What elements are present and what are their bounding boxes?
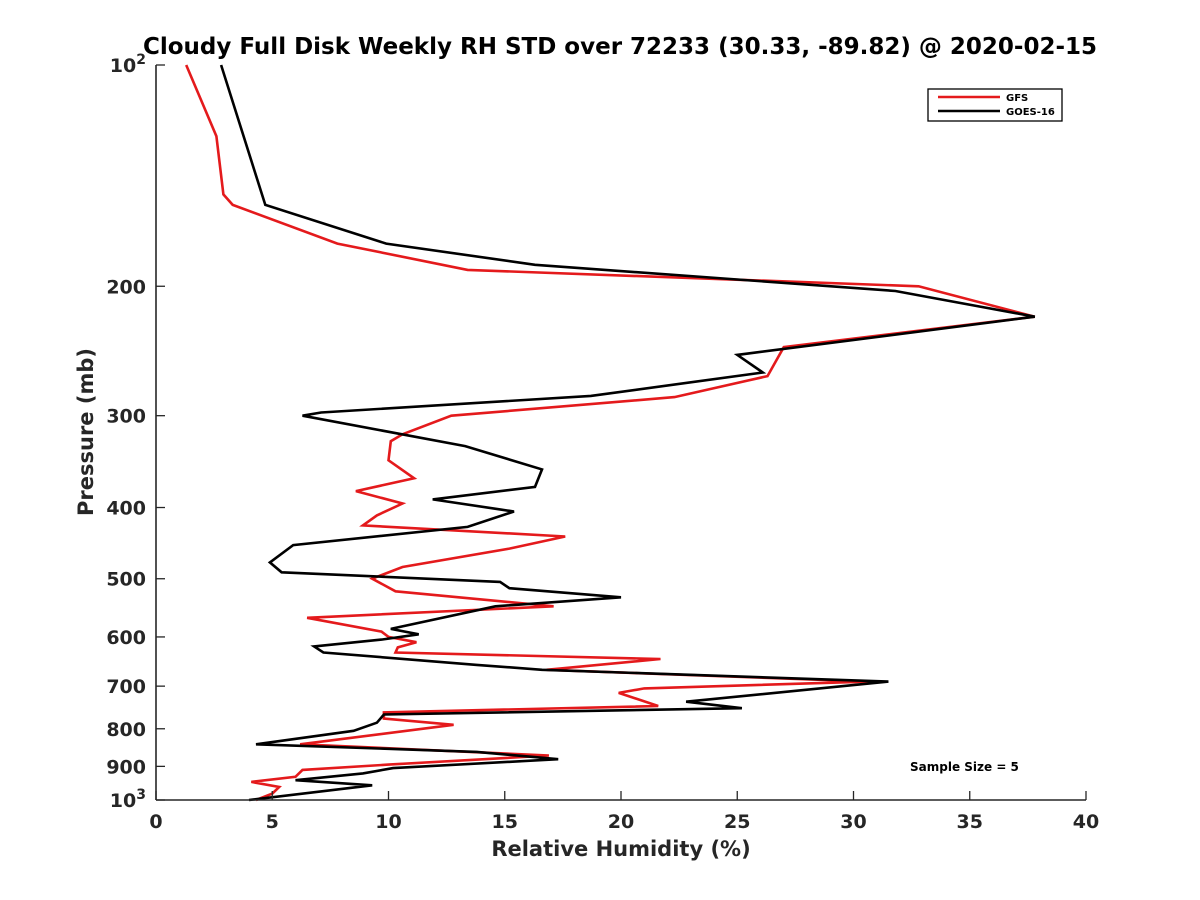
legend-box: [927, 88, 1063, 122]
y-tick-label: 200: [106, 276, 146, 298]
series-line-goes16: [219, 64, 1036, 802]
x-tick-label: 25: [724, 811, 750, 833]
x-tick-label: 35: [957, 811, 983, 833]
y-ticks: 102 200 300 400 500 600 700 800 900 103: [106, 52, 165, 812]
y-tick-label: 700: [106, 676, 146, 698]
y-tick-label: 800: [106, 719, 146, 741]
series-layer: [185, 64, 1036, 802]
y-tick-label: 102: [110, 52, 146, 77]
x-axis-label: Relative Humidity (%): [491, 837, 750, 861]
x-tick-label: 5: [266, 811, 279, 833]
y-tick-label: 300: [106, 406, 146, 428]
chart-title: Cloudy Full Disk Weekly RH STD over 7223…: [143, 34, 1097, 60]
y-tick-label: 500: [106, 569, 146, 591]
series-line-gfs: [185, 64, 1036, 802]
legend: GFS GOES-16: [927, 88, 1063, 122]
y-axis-label: Pressure (mb): [74, 348, 98, 516]
x-tick-label: 0: [149, 811, 162, 833]
y-tick-label: 900: [106, 756, 146, 778]
y-tick-label: 600: [106, 627, 146, 649]
x-tick-label: 10: [375, 811, 401, 833]
x-tick-label: 20: [608, 811, 634, 833]
y-tick-label: 400: [106, 498, 146, 520]
y-tick-label: 103: [110, 787, 146, 812]
x-tick-label: 30: [840, 811, 866, 833]
legend-label-goes16: GOES-16: [1006, 107, 1055, 118]
legend-label-gfs: GFS: [1006, 93, 1028, 104]
x-tick-label: 40: [1073, 811, 1099, 833]
x-tick-label: 15: [492, 811, 518, 833]
sample-size-annotation: Sample Size = 5: [910, 760, 1019, 774]
x-ticks: 0 5 10 15 20 25 30 35 40: [149, 791, 1099, 833]
